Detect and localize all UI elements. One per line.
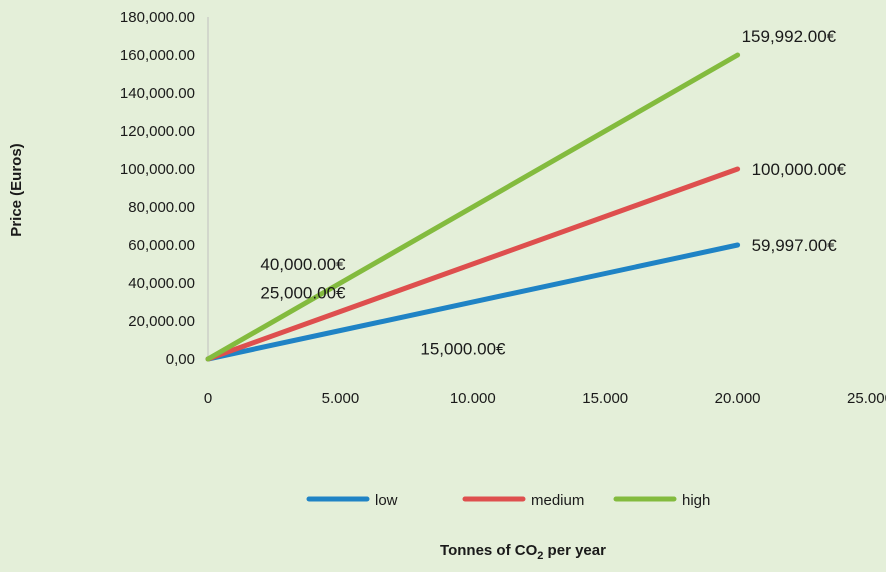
legend: low medium high: [306, 492, 710, 509]
x-axis-title-main: Tonnes of CO: [440, 542, 538, 559]
legend-label: medium: [531, 492, 584, 509]
legend-item-medium: medium: [462, 492, 584, 509]
y-tick-label: 20,000.00: [128, 313, 195, 330]
legend-label: high: [682, 492, 710, 509]
y-axis-title: Price (Euros): [8, 143, 25, 236]
y-tick-label: 160,000.00: [120, 47, 195, 64]
x-axis-title: Tonnes of CO2 per year: [440, 542, 606, 562]
y-tick-label: 0,00: [166, 351, 195, 368]
data-label-medium: 25,000.00€: [260, 284, 346, 303]
y-tick-label: 120,000.00: [120, 123, 195, 140]
x-axis: 0 5.000 10.000 15.000 20.000 25.000: [204, 390, 886, 407]
series-line-high: [205, 52, 741, 362]
y-axis: 0,00 20,000.00 40,000.00 60,000.00 80,000.00…: [120, 9, 209, 368]
x-tick-label: 5.000: [322, 390, 360, 407]
x-tick-label: 10.000: [450, 390, 496, 407]
y-tick-label: 100,000.00: [120, 161, 195, 178]
y-tick-label: 180,000.00: [120, 9, 195, 26]
legend-item-high: high: [613, 492, 710, 509]
y-tick-label: 60,000.00: [128, 237, 195, 254]
data-labels: 15,000.00€ 59,997.00€ 25,000.00€ 100,000.00…: [260, 27, 846, 358]
legend-item-low: low: [306, 492, 398, 509]
data-label-low: 59,997.00€: [752, 236, 838, 255]
data-label-medium: 100,000.00€: [752, 160, 847, 179]
series-line-low: [205, 242, 741, 362]
x-tick-label: 25.000: [847, 390, 886, 407]
y-tick-label: 80,000.00: [128, 199, 195, 216]
data-label-low: 15,000.00€: [420, 340, 506, 359]
y-tick-label: 40,000.00: [128, 275, 195, 292]
x-axis-title-sub: 2: [537, 550, 543, 562]
data-label-high: 40,000.00€: [260, 255, 346, 274]
series-lines: [205, 52, 741, 362]
data-label-high: 159,992.00€: [742, 27, 837, 46]
x-tick-label: 0: [204, 390, 212, 407]
x-tick-label: 15.000: [582, 390, 628, 407]
x-tick-label: 20.000: [715, 390, 761, 407]
y-tick-label: 140,000.00: [120, 85, 195, 102]
series-line-medium: [205, 166, 741, 362]
legend-label: low: [375, 492, 398, 509]
x-axis-title-suffix: per year: [543, 542, 606, 559]
